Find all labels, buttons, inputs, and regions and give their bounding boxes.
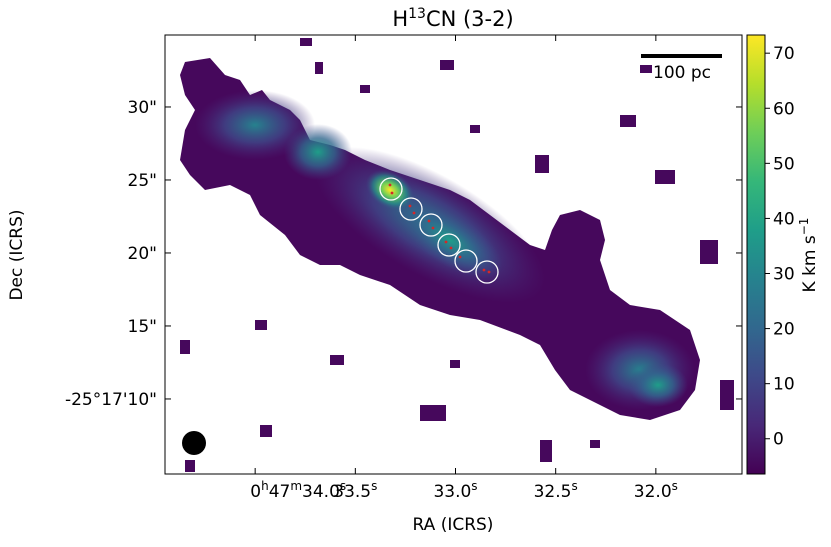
- colorbar-label: K km s−1: [797, 218, 820, 293]
- y-tick-label: 20": [128, 244, 157, 264]
- colorbar-tick-label: 30: [773, 265, 795, 285]
- colorbar-tick-label: 0: [773, 430, 784, 450]
- colorbar-tick-label: 20: [773, 320, 795, 340]
- sources: [388, 183, 491, 274]
- chart-title: H13CN (3-2): [392, 6, 513, 31]
- y-axis-label: Dec (ICRS): [7, 209, 27, 300]
- colorbar-tick-label: 10: [773, 375, 795, 395]
- y-tick-label: -25°17'10": [65, 390, 157, 410]
- x-axis-label: RA (ICRS): [413, 515, 494, 535]
- glow: [628, 363, 688, 407]
- glow: [365, 169, 415, 211]
- x-tick-label: 32.5s: [534, 479, 578, 502]
- colorbar-tick-label: 40: [773, 209, 795, 229]
- scale-bar-label: 100 pc: [653, 63, 711, 83]
- colorbar-tick-label: 70: [773, 44, 795, 64]
- beam: [182, 431, 206, 455]
- noise-patches: [180, 38, 734, 472]
- y-tick-label: 25": [128, 171, 157, 191]
- colorbar-tick-label: 50: [773, 154, 795, 174]
- apertures: [379, 177, 499, 284]
- x-tick-label: 33.5s: [333, 479, 377, 502]
- glow: [284, 124, 352, 180]
- x-tick-label: 0h47m34.0s: [250, 479, 346, 502]
- colorbar: [746, 34, 766, 475]
- glow: [195, 90, 315, 160]
- y-tick-label: 30": [128, 98, 157, 118]
- x-tick-label: 33.0s: [433, 479, 477, 502]
- colorbar-tick-label: 60: [773, 99, 795, 119]
- y-tick-label: 15": [128, 317, 157, 337]
- x-tick-label: 32.0s: [634, 479, 678, 502]
- plot-frame: [164, 34, 743, 475]
